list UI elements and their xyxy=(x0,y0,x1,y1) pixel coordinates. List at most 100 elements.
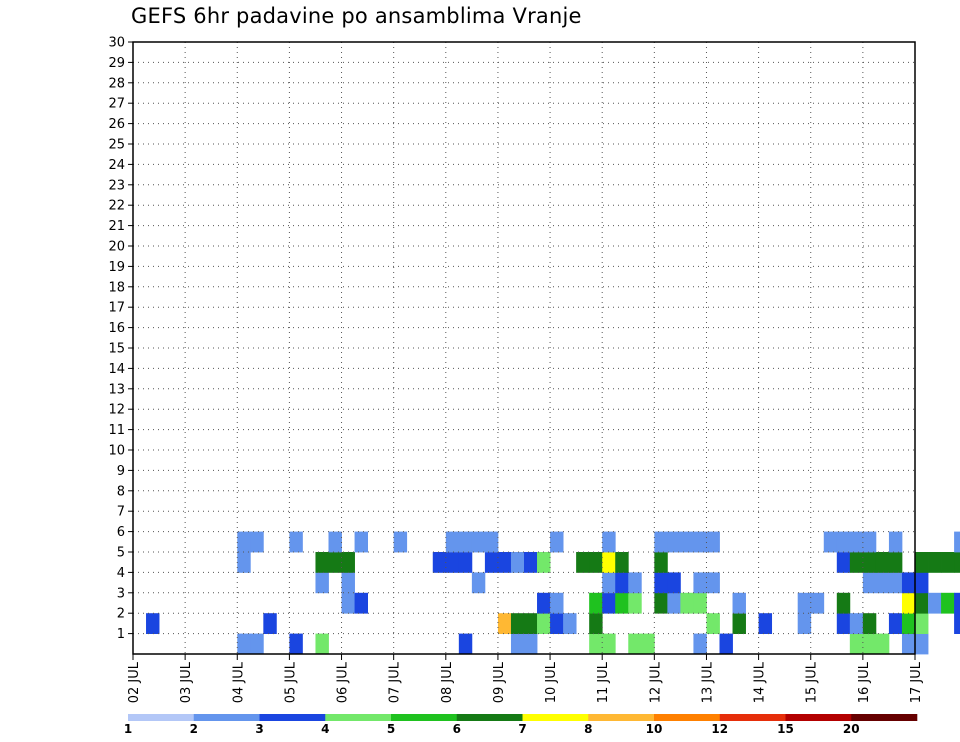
precip-cell xyxy=(875,633,890,655)
x-tick-label: 07 JUL xyxy=(388,661,403,703)
y-tick-label: 14 xyxy=(108,362,125,377)
colorbar-label: 10 xyxy=(646,722,663,736)
precip-cell xyxy=(497,552,512,573)
precip-cell xyxy=(471,531,486,553)
precip-cell xyxy=(341,572,355,594)
precip-cell xyxy=(954,531,960,553)
y-tick-label: 10 xyxy=(108,444,125,459)
precip-cell xyxy=(928,552,942,573)
y-tick-label: 3 xyxy=(117,586,125,601)
precip-cell xyxy=(484,552,499,573)
precip-cell xyxy=(602,633,616,655)
y-tick-label: 26 xyxy=(108,117,125,132)
precip-cell xyxy=(654,572,668,594)
x-tick-label: 14 JUL xyxy=(753,661,768,703)
colorbar-swatch xyxy=(325,714,392,721)
colorbar-swatch xyxy=(391,714,458,721)
y-tick-label: 2 xyxy=(117,607,125,622)
colorbar-label: 12 xyxy=(711,722,728,736)
precip-cell xyxy=(315,552,329,573)
precip-cell xyxy=(862,531,877,553)
y-tick-label: 1 xyxy=(117,627,125,642)
precip-cell xyxy=(706,613,720,634)
precip-cell xyxy=(654,592,668,614)
precip-cell xyxy=(445,531,460,553)
precip-cell xyxy=(471,572,486,594)
precip-cell xyxy=(237,633,251,655)
x-tick-label: 15 JUL xyxy=(805,661,820,703)
precip-cell xyxy=(510,552,525,573)
x-tick-label: 16 JUL xyxy=(857,661,872,703)
precip-cell xyxy=(706,531,720,553)
precip-cell xyxy=(888,531,903,553)
precip-cell xyxy=(836,552,851,573)
precip-cell xyxy=(393,531,408,553)
precip-cell xyxy=(315,572,329,594)
precip-cell xyxy=(667,531,681,553)
precip-cell xyxy=(354,531,368,553)
colorbar-swatch xyxy=(851,714,918,721)
precip-cell xyxy=(849,613,864,634)
precip-cell xyxy=(289,531,303,553)
x-tick-label: 11 JUL xyxy=(596,661,611,703)
precip-cell xyxy=(693,633,707,655)
precip-cell xyxy=(823,531,838,553)
x-axis: 02 JUL 03 JUL 04 JUL 05 JUL 06 JUL 07 JUL 08 J… xyxy=(127,654,924,703)
y-tick-label: 7 xyxy=(117,505,125,520)
precip-cell xyxy=(341,552,355,573)
colorbar-swatch xyxy=(456,714,523,721)
x-tick-label: 10 JUL xyxy=(544,661,559,703)
precip-cell xyxy=(888,613,903,634)
precip-cell xyxy=(263,613,277,634)
precip-cell xyxy=(289,633,303,655)
precip-cell xyxy=(550,592,564,614)
colorbar-swatch xyxy=(259,714,326,721)
precip-cell xyxy=(524,552,538,573)
precip-cell xyxy=(862,613,877,634)
precip-cell xyxy=(589,592,603,614)
y-tick-label: 29 xyxy=(108,56,125,71)
precip-cell xyxy=(458,633,473,655)
colorbar-swatch xyxy=(785,714,852,721)
precip-cell xyxy=(328,552,342,573)
y-tick-label: 23 xyxy=(108,178,125,193)
colorbar-label: 15 xyxy=(777,722,794,736)
precip-cell xyxy=(862,552,877,573)
precip-cell xyxy=(628,633,642,655)
colorbar-label: 20 xyxy=(843,722,860,736)
y-tick-label: 18 xyxy=(108,280,125,295)
x-tick-label: 06 JUL xyxy=(336,661,351,703)
precip-cell xyxy=(888,572,903,594)
y-tick-label: 4 xyxy=(117,566,125,581)
colorbar-label: 8 xyxy=(584,722,592,736)
y-tick-label: 9 xyxy=(117,464,125,479)
colorbar-swatch xyxy=(193,714,260,721)
precip-cell xyxy=(628,572,642,594)
precip-cell xyxy=(510,613,525,634)
precip-cell xyxy=(732,613,746,634)
precip-cell xyxy=(354,592,368,614)
colorbar-swatch xyxy=(128,714,195,721)
precip-cell xyxy=(954,613,960,634)
precip-cell xyxy=(602,592,616,614)
precip-cell xyxy=(589,552,603,573)
precip-cell xyxy=(510,633,525,655)
precip-cell xyxy=(654,552,668,573)
y-tick-label: 8 xyxy=(117,484,125,499)
precip-cell xyxy=(719,633,733,655)
colorbar-label: 7 xyxy=(518,722,526,736)
y-tick-label: 30 xyxy=(108,36,125,51)
precip-cell xyxy=(458,552,473,573)
x-tick-label: 04 JUL xyxy=(231,661,246,703)
x-tick-label: 05 JUL xyxy=(283,661,298,703)
x-tick-label: 03 JUL xyxy=(179,661,194,703)
x-tick-label: 12 JUL xyxy=(648,661,663,703)
precip-cell xyxy=(680,592,694,614)
precip-cell xyxy=(836,613,851,634)
precip-cell xyxy=(589,633,603,655)
precip-cell xyxy=(237,531,251,553)
precip-cell xyxy=(537,552,551,573)
y-tick-label: 16 xyxy=(108,321,125,336)
precip-cell xyxy=(602,572,616,594)
